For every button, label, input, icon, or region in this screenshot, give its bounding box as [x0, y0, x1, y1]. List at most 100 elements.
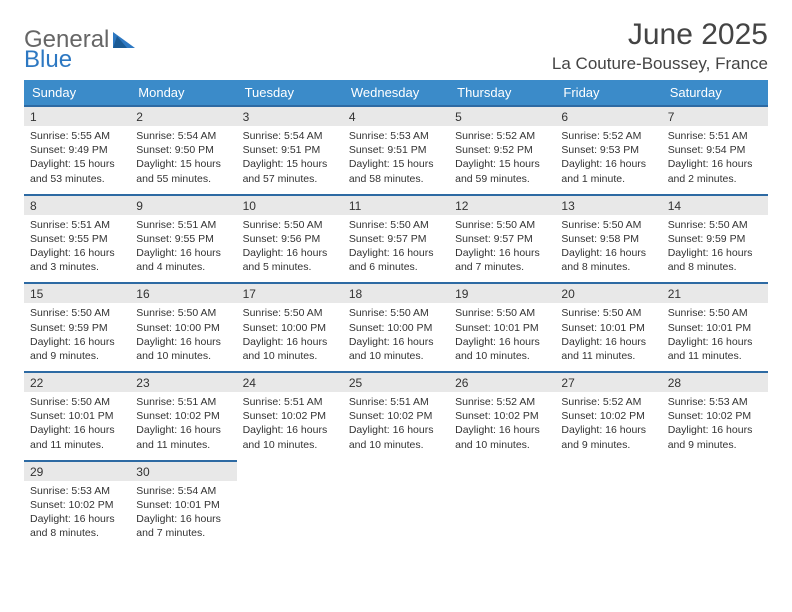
sunset-text: Sunset: 10:00 PM [243, 321, 337, 335]
calendar-cell: . [555, 460, 661, 549]
day-number: 15 [24, 282, 130, 303]
day-detail: Sunrise: 5:54 AMSunset: 10:01 PMDaylight… [130, 481, 236, 549]
calendar-cell: 25Sunrise: 5:51 AMSunset: 10:02 PMDaylig… [343, 371, 449, 460]
calendar-cell: 13Sunrise: 5:50 AMSunset: 9:58 PMDayligh… [555, 194, 661, 283]
sunrise-text: Sunrise: 5:50 AM [561, 218, 655, 232]
calendar-cell: 30Sunrise: 5:54 AMSunset: 10:01 PMDaylig… [130, 460, 236, 549]
sunset-text: Sunset: 10:02 PM [349, 409, 443, 423]
calendar-cell: 16Sunrise: 5:50 AMSunset: 10:00 PMDaylig… [130, 282, 236, 371]
day-number: 23 [130, 371, 236, 392]
sunrise-text: Sunrise: 5:50 AM [668, 306, 762, 320]
day-number: 13 [555, 194, 661, 215]
daylight-text: Daylight: 16 hours and 10 minutes. [243, 423, 337, 451]
calendar-cell: 22Sunrise: 5:50 AMSunset: 10:01 PMDaylig… [24, 371, 130, 460]
calendar-cell: 14Sunrise: 5:50 AMSunset: 9:59 PMDayligh… [662, 194, 768, 283]
sunrise-text: Sunrise: 5:54 AM [136, 484, 230, 498]
logo-text-blue: Blue [24, 46, 72, 74]
day-number: 25 [343, 371, 449, 392]
daylight-text: Daylight: 16 hours and 11 minutes. [136, 423, 230, 451]
day-number: 10 [237, 194, 343, 215]
calendar-cell: 6Sunrise: 5:52 AMSunset: 9:53 PMDaylight… [555, 105, 661, 194]
weekday-header: Thursday [449, 80, 555, 105]
daylight-text: Daylight: 16 hours and 10 minutes. [136, 335, 230, 363]
sunrise-text: Sunrise: 5:50 AM [30, 306, 124, 320]
daylight-text: Daylight: 16 hours and 7 minutes. [455, 246, 549, 274]
sunset-text: Sunset: 9:56 PM [243, 232, 337, 246]
weekday-header: Monday [130, 80, 236, 105]
sunrise-text: Sunrise: 5:50 AM [455, 218, 549, 232]
sunrise-text: Sunrise: 5:50 AM [349, 306, 443, 320]
header: General June 2025 La Couture-Boussey, Fr… [24, 18, 768, 74]
day-detail: Sunrise: 5:52 AMSunset: 10:02 PMDaylight… [449, 392, 555, 460]
sunset-text: Sunset: 10:02 PM [561, 409, 655, 423]
sunset-text: Sunset: 9:52 PM [455, 143, 549, 157]
sunset-text: Sunset: 9:49 PM [30, 143, 124, 157]
day-detail: Sunrise: 5:54 AMSunset: 9:51 PMDaylight:… [237, 126, 343, 194]
calendar-cell: . [662, 460, 768, 549]
calendar-row: 8Sunrise: 5:51 AMSunset: 9:55 PMDaylight… [24, 194, 768, 283]
day-detail: Sunrise: 5:50 AMSunset: 9:56 PMDaylight:… [237, 215, 343, 283]
day-number: 3 [237, 105, 343, 126]
sunrise-text: Sunrise: 5:50 AM [243, 218, 337, 232]
weekday-header: Wednesday [343, 80, 449, 105]
day-detail: Sunrise: 5:50 AMSunset: 10:00 PMDaylight… [130, 303, 236, 371]
daylight-text: Daylight: 15 hours and 59 minutes. [455, 157, 549, 185]
day-number: 11 [343, 194, 449, 215]
calendar-cell: 10Sunrise: 5:50 AMSunset: 9:56 PMDayligh… [237, 194, 343, 283]
calendar-cell: . [237, 460, 343, 549]
sunrise-text: Sunrise: 5:50 AM [30, 395, 124, 409]
calendar-cell: 11Sunrise: 5:50 AMSunset: 9:57 PMDayligh… [343, 194, 449, 283]
day-detail: Sunrise: 5:50 AMSunset: 9:59 PMDaylight:… [24, 303, 130, 371]
daylight-text: Daylight: 15 hours and 58 minutes. [349, 157, 443, 185]
calendar-cell: 5 Sunrise: 5:52 AMSunset: 9:52 PMDaylight… [449, 105, 555, 194]
day-detail: Sunrise: 5:50 AMSunset: 9:57 PMDaylight:… [343, 215, 449, 283]
daylight-text: Daylight: 16 hours and 10 minutes. [455, 423, 549, 451]
day-detail: Sunrise: 5:53 AMSunset: 10:02 PMDaylight… [24, 481, 130, 549]
day-number: 19 [449, 282, 555, 303]
weekday-header-row: Sunday Monday Tuesday Wednesday Thursday… [24, 80, 768, 105]
sunrise-text: Sunrise: 5:52 AM [561, 129, 655, 143]
day-number: 7 [662, 105, 768, 126]
sunset-text: Sunset: 9:57 PM [349, 232, 443, 246]
calendar-cell: 3Sunrise: 5:54 AMSunset: 9:51 PMDaylight… [237, 105, 343, 194]
day-detail: Sunrise: 5:50 AMSunset: 9:58 PMDaylight:… [555, 215, 661, 283]
calendar-table: Sunday Monday Tuesday Wednesday Thursday… [24, 80, 768, 548]
sunset-text: Sunset: 10:00 PM [136, 321, 230, 335]
sunset-text: Sunset: 9:53 PM [561, 143, 655, 157]
day-detail: Sunrise: 5:51 AMSunset: 10:02 PMDaylight… [237, 392, 343, 460]
title-block: June 2025 La Couture-Boussey, France [552, 18, 768, 74]
sunrise-text: Sunrise: 5:51 AM [349, 395, 443, 409]
calendar-cell: 15Sunrise: 5:50 AMSunset: 9:59 PMDayligh… [24, 282, 130, 371]
day-number: 26 [449, 371, 555, 392]
calendar-row: 22Sunrise: 5:50 AMSunset: 10:01 PMDaylig… [24, 371, 768, 460]
daylight-text: Daylight: 16 hours and 9 minutes. [668, 423, 762, 451]
day-number: 16 [130, 282, 236, 303]
sunset-text: Sunset: 9:55 PM [30, 232, 124, 246]
sunset-text: Sunset: 10:01 PM [561, 321, 655, 335]
day-detail: Sunrise: 5:50 AMSunset: 10:01 PMDaylight… [24, 392, 130, 460]
calendar-row: 1Sunrise: 5:55 AMSunset: 9:49 PMDaylight… [24, 105, 768, 194]
daylight-text: Daylight: 16 hours and 6 minutes. [349, 246, 443, 274]
calendar-cell: . [343, 460, 449, 549]
sunrise-text: Sunrise: 5:52 AM [455, 395, 549, 409]
daylight-text: Daylight: 16 hours and 2 minutes. [668, 157, 762, 185]
daylight-text: Daylight: 16 hours and 8 minutes. [668, 246, 762, 274]
day-number: 6 [555, 105, 661, 126]
daylight-text: Daylight: 16 hours and 10 minutes. [455, 335, 549, 363]
sunset-text: Sunset: 10:01 PM [30, 409, 124, 423]
daylight-text: Daylight: 15 hours and 53 minutes. [30, 157, 124, 185]
daylight-text: Daylight: 16 hours and 11 minutes. [561, 335, 655, 363]
sunrise-text: Sunrise: 5:50 AM [455, 306, 549, 320]
day-detail: Sunrise: 5:51 AMSunset: 10:02 PMDaylight… [343, 392, 449, 460]
sunset-text: Sunset: 10:02 PM [243, 409, 337, 423]
calendar-cell: 7Sunrise: 5:51 AMSunset: 9:54 PMDaylight… [662, 105, 768, 194]
sunset-text: Sunset: 9:50 PM [136, 143, 230, 157]
daylight-text: Daylight: 16 hours and 11 minutes. [30, 423, 124, 451]
day-number: 5 [449, 105, 555, 126]
weekday-header: Saturday [662, 80, 768, 105]
day-detail: Sunrise: 5:50 AMSunset: 10:01 PMDaylight… [662, 303, 768, 371]
calendar-row: 15Sunrise: 5:50 AMSunset: 9:59 PMDayligh… [24, 282, 768, 371]
sunrise-text: Sunrise: 5:52 AM [455, 129, 549, 143]
weekday-header: Tuesday [237, 80, 343, 105]
sunrise-text: Sunrise: 5:53 AM [30, 484, 124, 498]
